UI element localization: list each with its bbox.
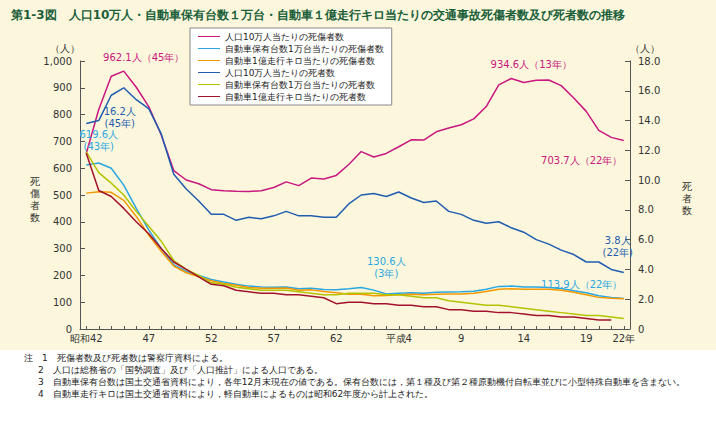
svg-text:数: 数 bbox=[30, 212, 40, 223]
html-text:2 人口は総務省の「国勢調査」及び「人口推計」による人口であ: 2 人口は総務省の「国勢調査」及び「人口推計」による人口である。 bbox=[38, 365, 323, 375]
svg-text:900: 900 bbox=[53, 82, 72, 93]
svg-text:57: 57 bbox=[267, 333, 280, 344]
svg-text:自動車保有台数1万台当たりの死傷者数: 自動車保有台数1万台当たりの死傷者数 bbox=[225, 44, 384, 54]
svg-text:傷: 傷 bbox=[30, 188, 40, 199]
svg-text:4.0: 4.0 bbox=[638, 264, 654, 275]
svg-text:(3年): (3年) bbox=[374, 268, 398, 279]
svg-text:人口10万人当たりの死傷者数: 人口10万人当たりの死傷者数 bbox=[225, 32, 344, 42]
svg-text:62: 62 bbox=[330, 333, 343, 344]
html-text:3 自動車保有台数は国土交通省資料により，各年12月末現在の: 3 自動車保有台数は国土交通省資料により，各年12月末現在の値である。保有台数に… bbox=[38, 377, 686, 387]
svg-text:者: 者 bbox=[682, 193, 692, 204]
svg-text:者: 者 bbox=[30, 200, 40, 211]
svg-text:(22年): (22年) bbox=[602, 247, 633, 258]
svg-text:3.8人: 3.8人 bbox=[605, 235, 631, 246]
svg-text:平成4: 平成4 bbox=[386, 333, 412, 344]
html-text:注 1 死傷者数及び死者数は警察庁資料による。: 注 1 死傷者数及び死者数は警察庁資料による。 bbox=[24, 353, 228, 363]
svg-text:数: 数 bbox=[682, 205, 692, 216]
svg-text:800: 800 bbox=[53, 109, 72, 120]
svg-text:死: 死 bbox=[682, 181, 692, 192]
svg-text:22年: 22年 bbox=[612, 333, 635, 344]
svg-text:8.0: 8.0 bbox=[638, 204, 654, 215]
svg-text:自動車保有台数1万台当たりの死者数: 自動車保有台数1万台当たりの死者数 bbox=[225, 80, 375, 90]
svg-text:16.0: 16.0 bbox=[638, 85, 660, 96]
svg-text:14.0: 14.0 bbox=[638, 115, 660, 126]
svg-text:12.0: 12.0 bbox=[638, 145, 660, 156]
svg-text:死: 死 bbox=[30, 176, 40, 187]
svg-text:1,000: 1,000 bbox=[43, 56, 72, 67]
svg-text:10.0: 10.0 bbox=[638, 175, 660, 186]
svg-text:934.6人（13年）: 934.6人（13年） bbox=[491, 59, 572, 70]
svg-text:19: 19 bbox=[580, 333, 593, 344]
svg-text:700: 700 bbox=[53, 136, 72, 147]
svg-text:47: 47 bbox=[142, 333, 155, 344]
svg-text:16.2人: 16.2人 bbox=[104, 106, 136, 117]
svg-text:第1-3図 人口10万人・自動車保有台数１万台・自動車１億走: 第1-3図 人口10万人・自動車保有台数１万台・自動車１億走行キロ当たりの交通事… bbox=[10, 8, 625, 22]
svg-text:400: 400 bbox=[53, 216, 72, 227]
svg-text:(45年): (45年) bbox=[104, 118, 135, 129]
html-text:4 自動車走行キロは国土交通省資料により，軽自動車によるもの: 4 自動車走行キロは国土交通省資料により，軽自動車によるものは昭和62年度から計… bbox=[38, 389, 434, 399]
svg-text:130.6人: 130.6人 bbox=[367, 256, 406, 267]
svg-text:自動車1億走行キロ当たりの死傷者数: 自動車1億走行キロ当たりの死傷者数 bbox=[225, 56, 375, 66]
svg-text:9: 9 bbox=[458, 333, 464, 344]
svg-text:300: 300 bbox=[53, 243, 72, 254]
svg-text:962.1人（45年）: 962.1人（45年） bbox=[103, 52, 184, 63]
svg-text:52: 52 bbox=[205, 333, 218, 344]
svg-text:200: 200 bbox=[53, 270, 72, 281]
svg-text:500: 500 bbox=[53, 190, 72, 201]
svg-text:（人）: （人） bbox=[630, 43, 660, 54]
svg-text:0: 0 bbox=[65, 323, 72, 335]
svg-text:703.7人（22年）: 703.7人（22年） bbox=[541, 155, 622, 166]
svg-text:619.6人: 619.6人 bbox=[79, 129, 118, 140]
svg-text:600: 600 bbox=[53, 163, 72, 174]
svg-text:人口10万人当たりの死者数: 人口10万人当たりの死者数 bbox=[225, 68, 335, 78]
svg-text:自動車1億走行キロ当たりの死者数: 自動車1億走行キロ当たりの死者数 bbox=[225, 92, 366, 102]
svg-text:6.0: 6.0 bbox=[638, 234, 654, 245]
svg-text:（人）: （人） bbox=[50, 43, 80, 54]
svg-text:(43年): (43年) bbox=[83, 141, 114, 152]
svg-text:18.0: 18.0 bbox=[638, 56, 660, 67]
svg-text:昭和42: 昭和42 bbox=[70, 333, 103, 344]
svg-text:113.9人（22年）: 113.9人（22年） bbox=[541, 279, 622, 290]
svg-text:0: 0 bbox=[638, 324, 644, 335]
svg-text:100: 100 bbox=[53, 297, 72, 308]
svg-text:14: 14 bbox=[517, 333, 530, 344]
svg-text:2.0: 2.0 bbox=[638, 294, 654, 305]
